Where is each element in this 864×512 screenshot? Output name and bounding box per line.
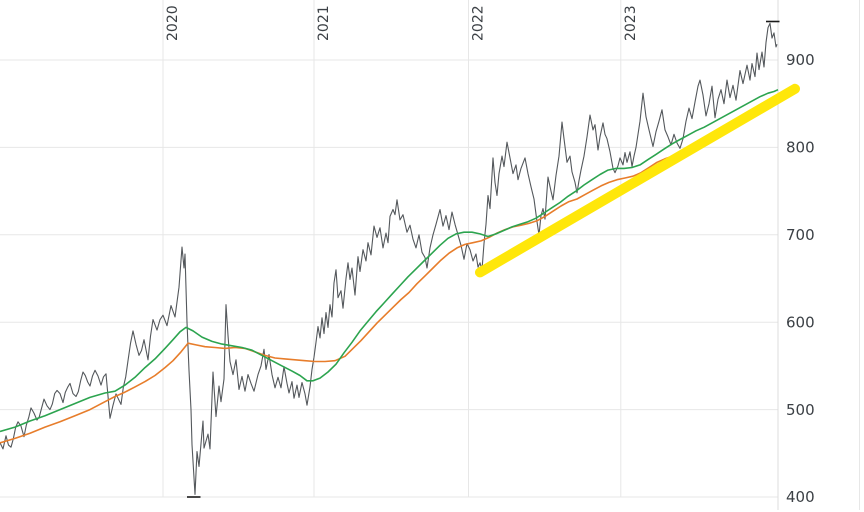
trendline-support-line <box>475 83 800 278</box>
moving-average-slow-line <box>0 100 779 444</box>
x-tick-label-2020: 2020 <box>165 5 181 41</box>
y-tick-label-400: 400 <box>786 488 815 506</box>
y-tick-label-900: 900 <box>786 51 815 69</box>
y-tick-label-600: 600 <box>786 313 815 331</box>
x-tick-label-2023: 2023 <box>623 5 639 41</box>
y-tick-label-500: 500 <box>786 401 815 419</box>
x-tick-label-2022: 2022 <box>471 5 487 41</box>
y-tick-label-700: 700 <box>786 226 815 244</box>
y-tick-label-800: 800 <box>786 139 815 157</box>
daily-price-line <box>0 22 778 495</box>
moving-average-fast-line <box>0 88 779 433</box>
x-tick-label-2021: 2021 <box>316 5 332 41</box>
